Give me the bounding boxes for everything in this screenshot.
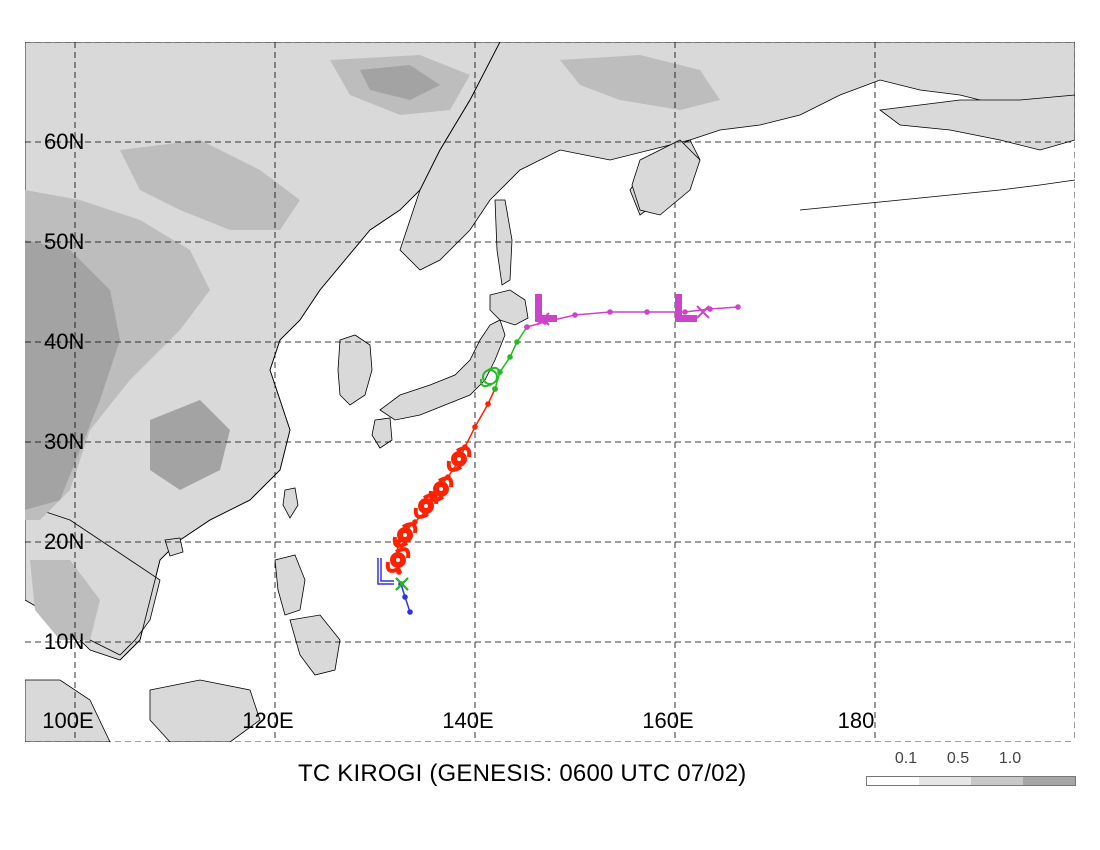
terrain-mid-2 <box>120 140 300 230</box>
legend-swatch-3 <box>971 777 1023 785</box>
low-pressure-l-icon-0 <box>377 558 394 585</box>
legend-color-bar <box>866 776 1076 786</box>
typhoon-eye-icon-6 <box>439 487 443 491</box>
track-point-red-10 <box>472 424 478 430</box>
legend-label-1-0: 1.0 <box>998 750 1022 767</box>
graticule <box>25 42 1075 742</box>
legend-swatch-4 <box>1023 777 1075 785</box>
typhoon-arm-icon-7 <box>446 446 472 472</box>
terrain-high-1 <box>25 240 120 510</box>
track-point-magenta-5 <box>682 309 688 315</box>
terrain-high-3 <box>360 65 440 100</box>
legend: 0.1 0.5 1.0 <box>866 748 1076 788</box>
terrain-mid-4 <box>560 55 720 110</box>
lon-label-160e: 160E <box>642 708 694 733</box>
legend-swatch-2 <box>919 777 971 785</box>
track-point-green-0 <box>492 386 498 392</box>
track-point-magenta-3 <box>607 309 613 315</box>
legend-label-0-1: 0.1 <box>894 750 918 767</box>
lat-label-40n: 40N <box>44 329 85 354</box>
track-point-red-11 <box>485 401 491 407</box>
coastlines <box>25 42 1075 742</box>
typhoon-arm-icon-4 <box>392 522 418 548</box>
low-center-x-icon-10 <box>536 312 550 326</box>
lon-label-180: 180 <box>837 708 875 733</box>
low-center-x-icon-2 <box>395 577 409 591</box>
typhoon-eye-icon-3 <box>396 558 400 562</box>
low-pressure-l-icon-11 <box>675 294 697 322</box>
lon-label-100e: 100E <box>42 708 94 733</box>
track-point-magenta-0 <box>524 324 530 330</box>
legend-label-0-5: 0.5 <box>946 750 970 767</box>
lat-label-60n: 60N <box>44 129 85 154</box>
track-point-early-0 <box>407 609 413 615</box>
typhoon-arm-icon-6 <box>428 476 454 502</box>
lon-label-140e: 140E <box>442 708 494 733</box>
lat-label-20n: 20N <box>44 529 85 554</box>
terrain-mid-5 <box>30 560 100 640</box>
typhoon-eye-icon-7 <box>457 457 461 461</box>
low-center-x-icon-12 <box>696 305 710 319</box>
track-point-magenta-7 <box>735 304 741 310</box>
typhoon-eye-icon-5 <box>424 504 428 508</box>
track-point-magenta-4 <box>644 309 650 315</box>
track-point-green-3 <box>514 339 520 345</box>
legend-swatch-1 <box>867 777 919 785</box>
map-title: TC KIROGI (GENESIS: 0600 UTC 07/02) <box>298 760 747 787</box>
lon-label-120e: 120E <box>242 708 294 733</box>
lat-label-30n: 30N <box>44 429 85 454</box>
lat-label-10n: 10N <box>44 629 85 654</box>
typhoon-arm-icon-3 <box>385 547 411 573</box>
storm-track <box>377 294 741 615</box>
tropical-storm-arm-icon-8 <box>479 366 501 388</box>
track-point-green-2 <box>507 354 513 360</box>
low-pressure-l-icon-9 <box>535 294 557 322</box>
track-point-early-1 <box>402 594 408 600</box>
terrain-high-2 <box>150 400 230 490</box>
track-point-magenta-2 <box>572 312 578 318</box>
typhoon-arm-icon-5 <box>413 493 439 519</box>
typhoon-eye-icon-4 <box>403 533 407 537</box>
lat-label-50n: 50N <box>44 229 85 254</box>
